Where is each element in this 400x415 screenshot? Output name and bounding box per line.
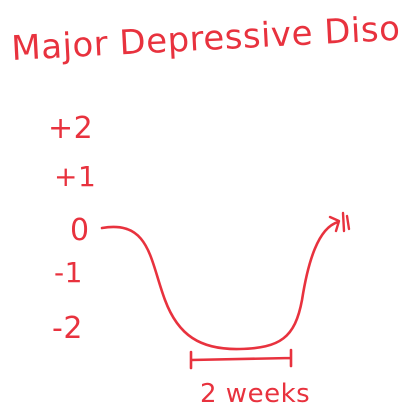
y-label-minus-2: -2 (52, 311, 83, 346)
mood-curve (100, 220, 340, 351)
y-label-plus-2: +2 (48, 111, 93, 146)
y-label-minus-1: -1 (54, 256, 83, 289)
arrowhead-icon (328, 211, 351, 233)
y-label-zero: 0 (70, 213, 90, 248)
y-label-plus-1: +1 (54, 160, 96, 193)
duration-label: 2 weeks (200, 379, 310, 409)
duration-bracket (189, 348, 293, 370)
diagram-title: Major Depressive Disorder (10, 5, 400, 69)
